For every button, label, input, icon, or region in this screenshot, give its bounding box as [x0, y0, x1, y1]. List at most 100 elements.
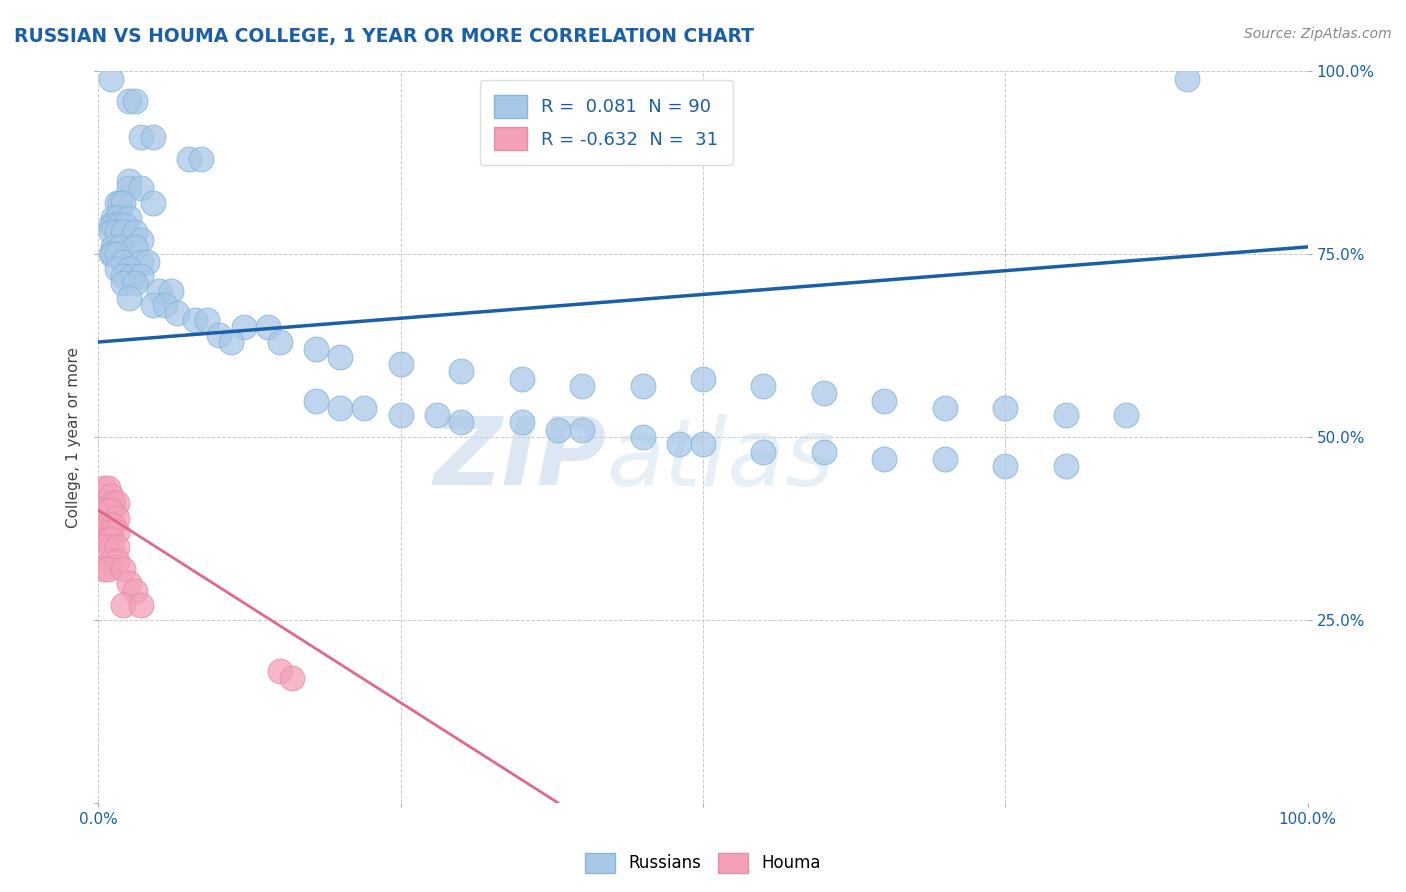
Point — [101, 218, 124, 232]
Point — [269, 334, 291, 349]
Point — [389, 408, 412, 422]
Text: atlas: atlas — [606, 414, 835, 505]
Point — [166, 306, 188, 320]
Point — [100, 503, 122, 517]
Legend: R =  0.081  N = 90, R = -0.632  N =  31: R = 0.081 N = 90, R = -0.632 N = 31 — [479, 80, 733, 165]
Point — [124, 583, 146, 598]
Point — [101, 496, 124, 510]
Point — [934, 452, 956, 467]
Point — [111, 277, 134, 291]
Point — [631, 430, 654, 444]
Point — [281, 672, 304, 686]
Point — [153, 298, 176, 312]
Text: ZIP: ZIP — [433, 413, 606, 505]
Point — [1115, 408, 1137, 422]
Point — [105, 247, 128, 261]
Point — [105, 261, 128, 276]
Point — [105, 496, 128, 510]
Point — [111, 269, 134, 284]
Point — [101, 211, 124, 225]
Point — [121, 269, 143, 284]
Point — [692, 437, 714, 451]
Point — [101, 247, 124, 261]
Point — [93, 525, 115, 540]
Point — [221, 334, 243, 349]
Point — [100, 71, 122, 86]
Point — [97, 481, 120, 495]
Point — [148, 284, 170, 298]
Point — [111, 254, 134, 268]
Point — [547, 423, 569, 437]
Point — [934, 401, 956, 415]
Point — [118, 174, 141, 188]
Point — [129, 130, 152, 145]
Point — [329, 401, 352, 415]
Point — [100, 525, 122, 540]
Point — [100, 247, 122, 261]
Point — [195, 313, 218, 327]
Point — [752, 379, 775, 393]
Point — [571, 379, 593, 393]
Point — [108, 218, 131, 232]
Point — [111, 599, 134, 613]
Point — [692, 371, 714, 385]
Point — [668, 437, 690, 451]
Point — [269, 664, 291, 678]
Point — [129, 599, 152, 613]
Point — [114, 218, 136, 232]
Point — [124, 225, 146, 239]
Point — [135, 254, 157, 268]
Point — [129, 181, 152, 195]
Point — [93, 481, 115, 495]
Point — [232, 320, 254, 334]
Point — [124, 94, 146, 108]
Point — [305, 343, 328, 357]
Point — [100, 540, 122, 554]
Text: RUSSIAN VS HOUMA COLLEGE, 1 YEAR OR MORE CORRELATION CHART: RUSSIAN VS HOUMA COLLEGE, 1 YEAR OR MORE… — [14, 27, 754, 45]
Point — [93, 562, 115, 576]
Point — [160, 284, 183, 298]
Point — [1175, 71, 1198, 86]
Point — [111, 196, 134, 211]
Point — [873, 393, 896, 408]
Point — [142, 130, 165, 145]
Point — [129, 233, 152, 247]
Point — [631, 379, 654, 393]
Point — [142, 298, 165, 312]
Point — [450, 364, 472, 378]
Point — [100, 489, 122, 503]
Point — [142, 196, 165, 211]
Point — [105, 510, 128, 524]
Point — [97, 533, 120, 547]
Point — [97, 503, 120, 517]
Point — [93, 503, 115, 517]
Point — [1054, 408, 1077, 422]
Point — [111, 225, 134, 239]
Point — [124, 277, 146, 291]
Point — [118, 211, 141, 225]
Point — [190, 152, 212, 166]
Point — [118, 94, 141, 108]
Point — [752, 444, 775, 458]
Point — [111, 562, 134, 576]
Point — [97, 517, 120, 532]
Point — [994, 401, 1017, 415]
Point — [813, 444, 835, 458]
Point — [329, 350, 352, 364]
Point — [118, 181, 141, 195]
Point — [105, 540, 128, 554]
Point — [93, 540, 115, 554]
Point — [105, 218, 128, 232]
Point — [256, 320, 278, 334]
Point — [93, 517, 115, 532]
Point — [97, 562, 120, 576]
Point — [208, 327, 231, 342]
Point — [129, 269, 152, 284]
Point — [118, 576, 141, 591]
Point — [101, 240, 124, 254]
Point — [129, 254, 152, 268]
Point — [873, 452, 896, 467]
Text: Source: ZipAtlas.com: Source: ZipAtlas.com — [1244, 27, 1392, 41]
Point — [100, 533, 122, 547]
Point — [105, 554, 128, 568]
